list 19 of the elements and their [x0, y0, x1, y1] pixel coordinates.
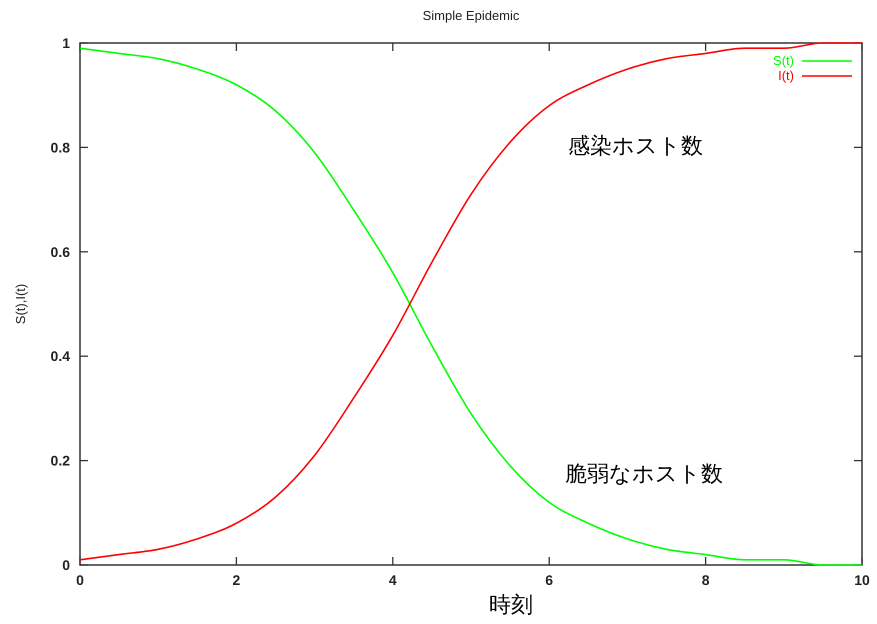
legend-label: I(t) [778, 68, 794, 83]
x-tick-label: 10 [854, 572, 870, 588]
legend-label: S(t) [773, 53, 794, 68]
x-tick-label: 6 [545, 572, 554, 588]
chart-title: Simple Epidemic [422, 8, 520, 23]
x-tick-label: 0 [76, 572, 84, 588]
annotation: 感染ホスト数 [568, 133, 703, 158]
y-axis-title: S(t),I(t) [13, 284, 28, 324]
y-tick-label: 0 [62, 557, 70, 573]
y-tick-label: 1 [62, 35, 70, 51]
x-axis-title: 時刻 [489, 592, 533, 617]
x-tick-label: 8 [702, 572, 710, 588]
y-tick-label: 0.2 [50, 452, 70, 469]
y-tick-label: 0.6 [50, 244, 70, 260]
annotation: 脆弱なホスト数 [565, 461, 723, 486]
x-tick-label: 4 [388, 572, 397, 588]
y-tick-label: 0.4 [50, 348, 70, 364]
y-tick-label: 0.8 [50, 139, 70, 156]
x-tick-label: 2 [232, 572, 240, 588]
